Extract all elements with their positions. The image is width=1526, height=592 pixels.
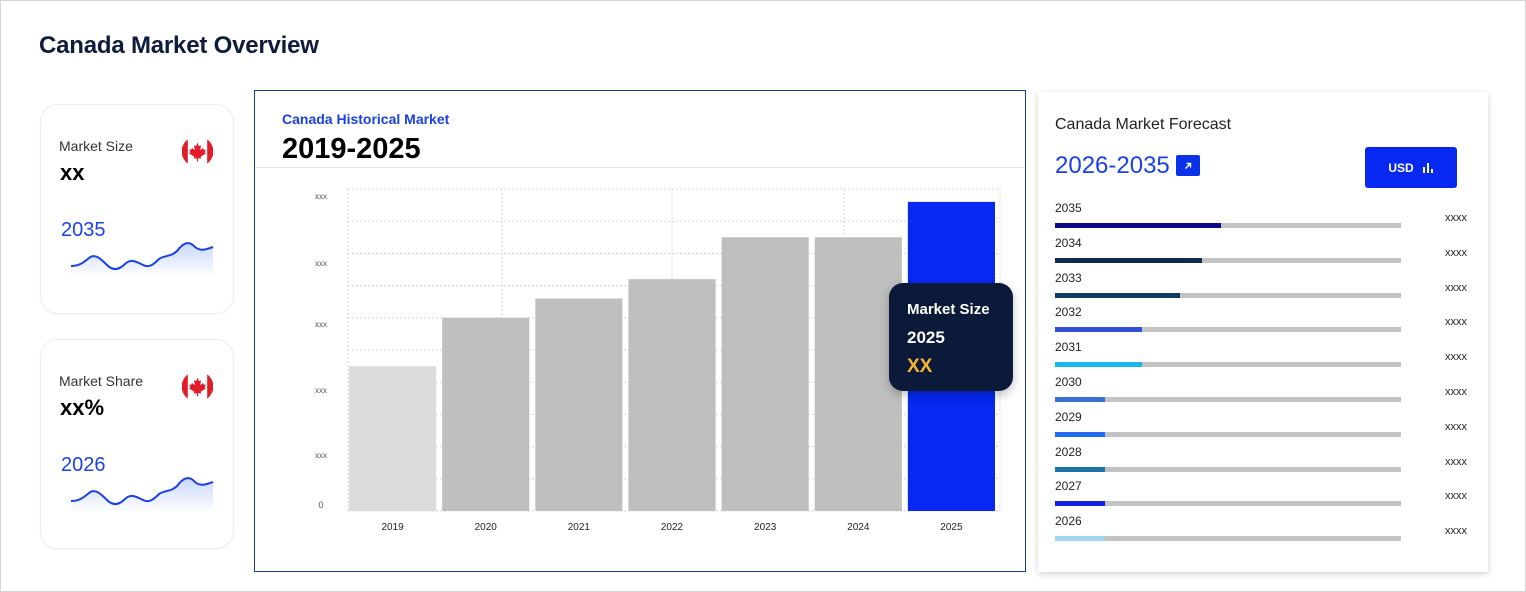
forecast-bar-track <box>1055 327 1401 333</box>
forecast-row[interactable]: 2028 xxxx <box>1055 445 1480 479</box>
forecast-row[interactable]: 2026 xxxx <box>1055 514 1480 548</box>
bar-2023[interactable] <box>721 237 809 512</box>
forecast-bar-fill <box>1055 536 1106 542</box>
forecast-year: 2029 <box>1055 409 1082 424</box>
forecast-value: xxxx <box>1445 246 1467 259</box>
market-size-card[interactable]: Market Size xx 2035 <box>40 104 234 314</box>
forecast-value: xxxx <box>1445 316 1467 329</box>
forecast-bar-fill <box>1055 327 1142 333</box>
currency-label: USD <box>1388 160 1414 175</box>
forecast-year: 2027 <box>1055 479 1082 494</box>
forecast-bar-track <box>1055 362 1401 368</box>
forecast-row[interactable]: 2029 xxxx <box>1055 410 1480 444</box>
historical-market-panel: Canada Historical Market 2019-2025 2019 2… <box>254 90 1026 572</box>
forecast-value: xxxx <box>1445 351 1467 364</box>
x-tick-label: 2023 <box>754 522 777 533</box>
bar-2021[interactable] <box>535 298 623 511</box>
forecast-value: xxxx <box>1445 212 1467 224</box>
divider <box>255 167 1025 168</box>
forecast-year: 2035 <box>1055 201 1082 215</box>
forecast-range: 2026-2035 <box>1055 152 1170 179</box>
x-tick-label: 2019 <box>381 522 404 533</box>
x-tick-label: 2021 <box>568 522 591 533</box>
kpi-year: 2026 <box>61 454 106 476</box>
x-tick-label: 2025 <box>940 522 963 533</box>
forecast-bar-fill <box>1055 431 1106 437</box>
forecast-row[interactable]: 2027 xxxx <box>1055 479 1480 513</box>
external-link-icon[interactable] <box>1176 155 1200 176</box>
kpi-year: 2035 <box>61 219 106 241</box>
forecast-year: 2034 <box>1055 235 1082 250</box>
forecast-row[interactable]: 2035 xxxx <box>1055 201 1480 235</box>
forecast-value: xxxx <box>1445 455 1467 468</box>
market-share-card[interactable]: Market Share xx% 2026 <box>40 339 234 549</box>
forecast-bar-track <box>1055 501 1401 507</box>
sparkline-chart <box>70 477 214 512</box>
bar-2019[interactable] <box>349 366 437 511</box>
forecast-bar-track <box>1055 466 1401 472</box>
bar-2022[interactable] <box>628 279 716 511</box>
tooltip-year: 2025 <box>907 328 945 347</box>
y-tick-label: xxx <box>315 451 327 460</box>
page-title: Canada Market Overview <box>39 32 319 59</box>
forecast-bar-fill <box>1055 223 1222 228</box>
currency-usd-button[interactable]: USD <box>1365 147 1457 188</box>
y-tick-label: xxx <box>315 192 327 201</box>
forecast-row[interactable]: 2034 xxxx <box>1055 236 1480 270</box>
kpi-value: xx% <box>60 395 105 420</box>
forecast-bar-fill <box>1055 362 1142 368</box>
forecast-title: Canada Market Forecast <box>1055 116 1232 133</box>
forecast-value: xxxx <box>1445 386 1467 398</box>
forecast-value: xxxx <box>1445 490 1467 503</box>
forecast-bar-track <box>1055 536 1401 542</box>
y-tick-label: xxx <box>315 320 327 329</box>
forecast-bar-fill <box>1055 397 1106 402</box>
chart-tooltip: Market Size 2025 XX <box>889 283 1013 391</box>
forecast-row[interactable]: 2031 xxxx <box>1055 340 1480 374</box>
tooltip-value: XX <box>907 356 933 377</box>
y-tick-label: xxx <box>315 386 327 395</box>
forecast-panel: Canada Market Forecast 2026-2035 USD 203… <box>1038 92 1488 572</box>
forecast-bar-track <box>1055 223 1401 228</box>
forecast-value: xxxx <box>1445 525 1467 538</box>
forecast-bar-fill <box>1055 466 1106 472</box>
kpi-label: Market Share <box>59 373 144 389</box>
bar-2020[interactable] <box>442 317 530 511</box>
forecast-bar-track <box>1055 397 1401 402</box>
x-tick-label: 2020 <box>475 522 498 533</box>
forecast-bar-track <box>1055 431 1401 437</box>
bar-chart-icon <box>1422 162 1433 173</box>
bar-2024[interactable] <box>814 237 902 512</box>
forecast-year: 2031 <box>1055 340 1082 355</box>
x-tick-label: 2022 <box>661 522 684 533</box>
forecast-bar-track <box>1055 257 1401 263</box>
forecast-row[interactable]: 2033 xxxx <box>1055 271 1480 305</box>
historical-range: 2019-2025 <box>282 133 421 165</box>
forecast-year: 2026 <box>1055 514 1082 529</box>
canada-flag-icon <box>182 136 213 167</box>
kpi-value: xx <box>60 160 85 185</box>
kpi-label: Market Size <box>59 138 133 154</box>
forecast-row[interactable]: 2030 xxxx <box>1055 375 1480 409</box>
forecast-year: 2033 <box>1055 270 1082 285</box>
canada-flag-icon <box>182 371 213 402</box>
forecast-value: xxxx <box>1445 281 1467 294</box>
forecast-value: xxxx <box>1445 420 1467 433</box>
forecast-year: 2032 <box>1055 305 1082 320</box>
forecast-bar-fill <box>1055 257 1203 263</box>
forecast-bar-track <box>1055 292 1401 298</box>
forecast-bar-fill <box>1055 292 1180 298</box>
forecast-year: 2030 <box>1055 375 1082 389</box>
y-tick-label: xxx <box>315 259 327 268</box>
x-tick-label: 2024 <box>847 522 870 533</box>
historical-subtitle: Canada Historical Market <box>282 111 450 127</box>
tooltip-label: Market Size <box>907 301 990 318</box>
forecast-year: 2028 <box>1055 444 1082 459</box>
forecast-row[interactable]: 2032 xxxx <box>1055 305 1480 339</box>
forecast-bar-fill <box>1055 501 1106 507</box>
sparkline-chart <box>70 242 214 277</box>
y-tick-label: 0 <box>318 500 323 510</box>
